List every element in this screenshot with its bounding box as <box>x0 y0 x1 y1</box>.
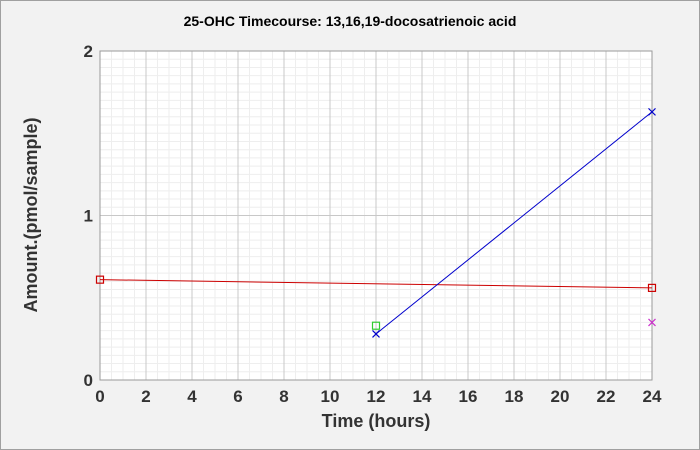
data-point <box>372 330 380 338</box>
x-tick-label: 24 <box>643 387 662 406</box>
y-tick-label: 2 <box>84 42 93 61</box>
x-tick-label: 18 <box>505 387 524 406</box>
x-tick-label: 22 <box>597 387 616 406</box>
x-tick-label: 16 <box>459 387 478 406</box>
x-tick-label: 10 <box>321 387 340 406</box>
series-4 <box>648 318 656 327</box>
series-layer <box>95 107 657 338</box>
y-tick-labels: 0 1 2 <box>84 42 93 390</box>
y-axis-label: Amount.(pmol/sample) <box>21 117 41 312</box>
x-axis-label: Time (hours) <box>322 411 431 431</box>
series-3 <box>371 321 381 330</box>
data-point <box>648 318 656 327</box>
y-tick-label: 0 <box>84 371 93 390</box>
plot-frame <box>99 50 653 381</box>
x-tick-label: 0 <box>95 387 104 406</box>
x-tick-label: 12 <box>367 387 386 406</box>
x-tick-label: 4 <box>187 387 197 406</box>
data-point <box>648 107 656 116</box>
x-tick-label: 6 <box>233 387 242 406</box>
x-tick-label: 20 <box>551 387 570 406</box>
data-point <box>95 275 105 284</box>
x-tick-label: 2 <box>141 387 150 406</box>
series-1 <box>95 275 657 292</box>
data-point <box>371 321 381 330</box>
data-point <box>647 283 657 292</box>
series-2 <box>372 107 656 338</box>
x-tick-labels: 0 2 4 6 8 10 12 14 16 18 20 22 24 <box>95 387 662 406</box>
chart-title: 25-OHC Timecourse: 13,16,19-docosatrieno… <box>184 13 517 29</box>
y-tick-label: 1 <box>84 207 93 226</box>
x-tick-label: 8 <box>279 387 288 406</box>
series-line <box>375 111 653 335</box>
series-line <box>99 279 653 289</box>
x-tick-label: 14 <box>413 387 432 406</box>
